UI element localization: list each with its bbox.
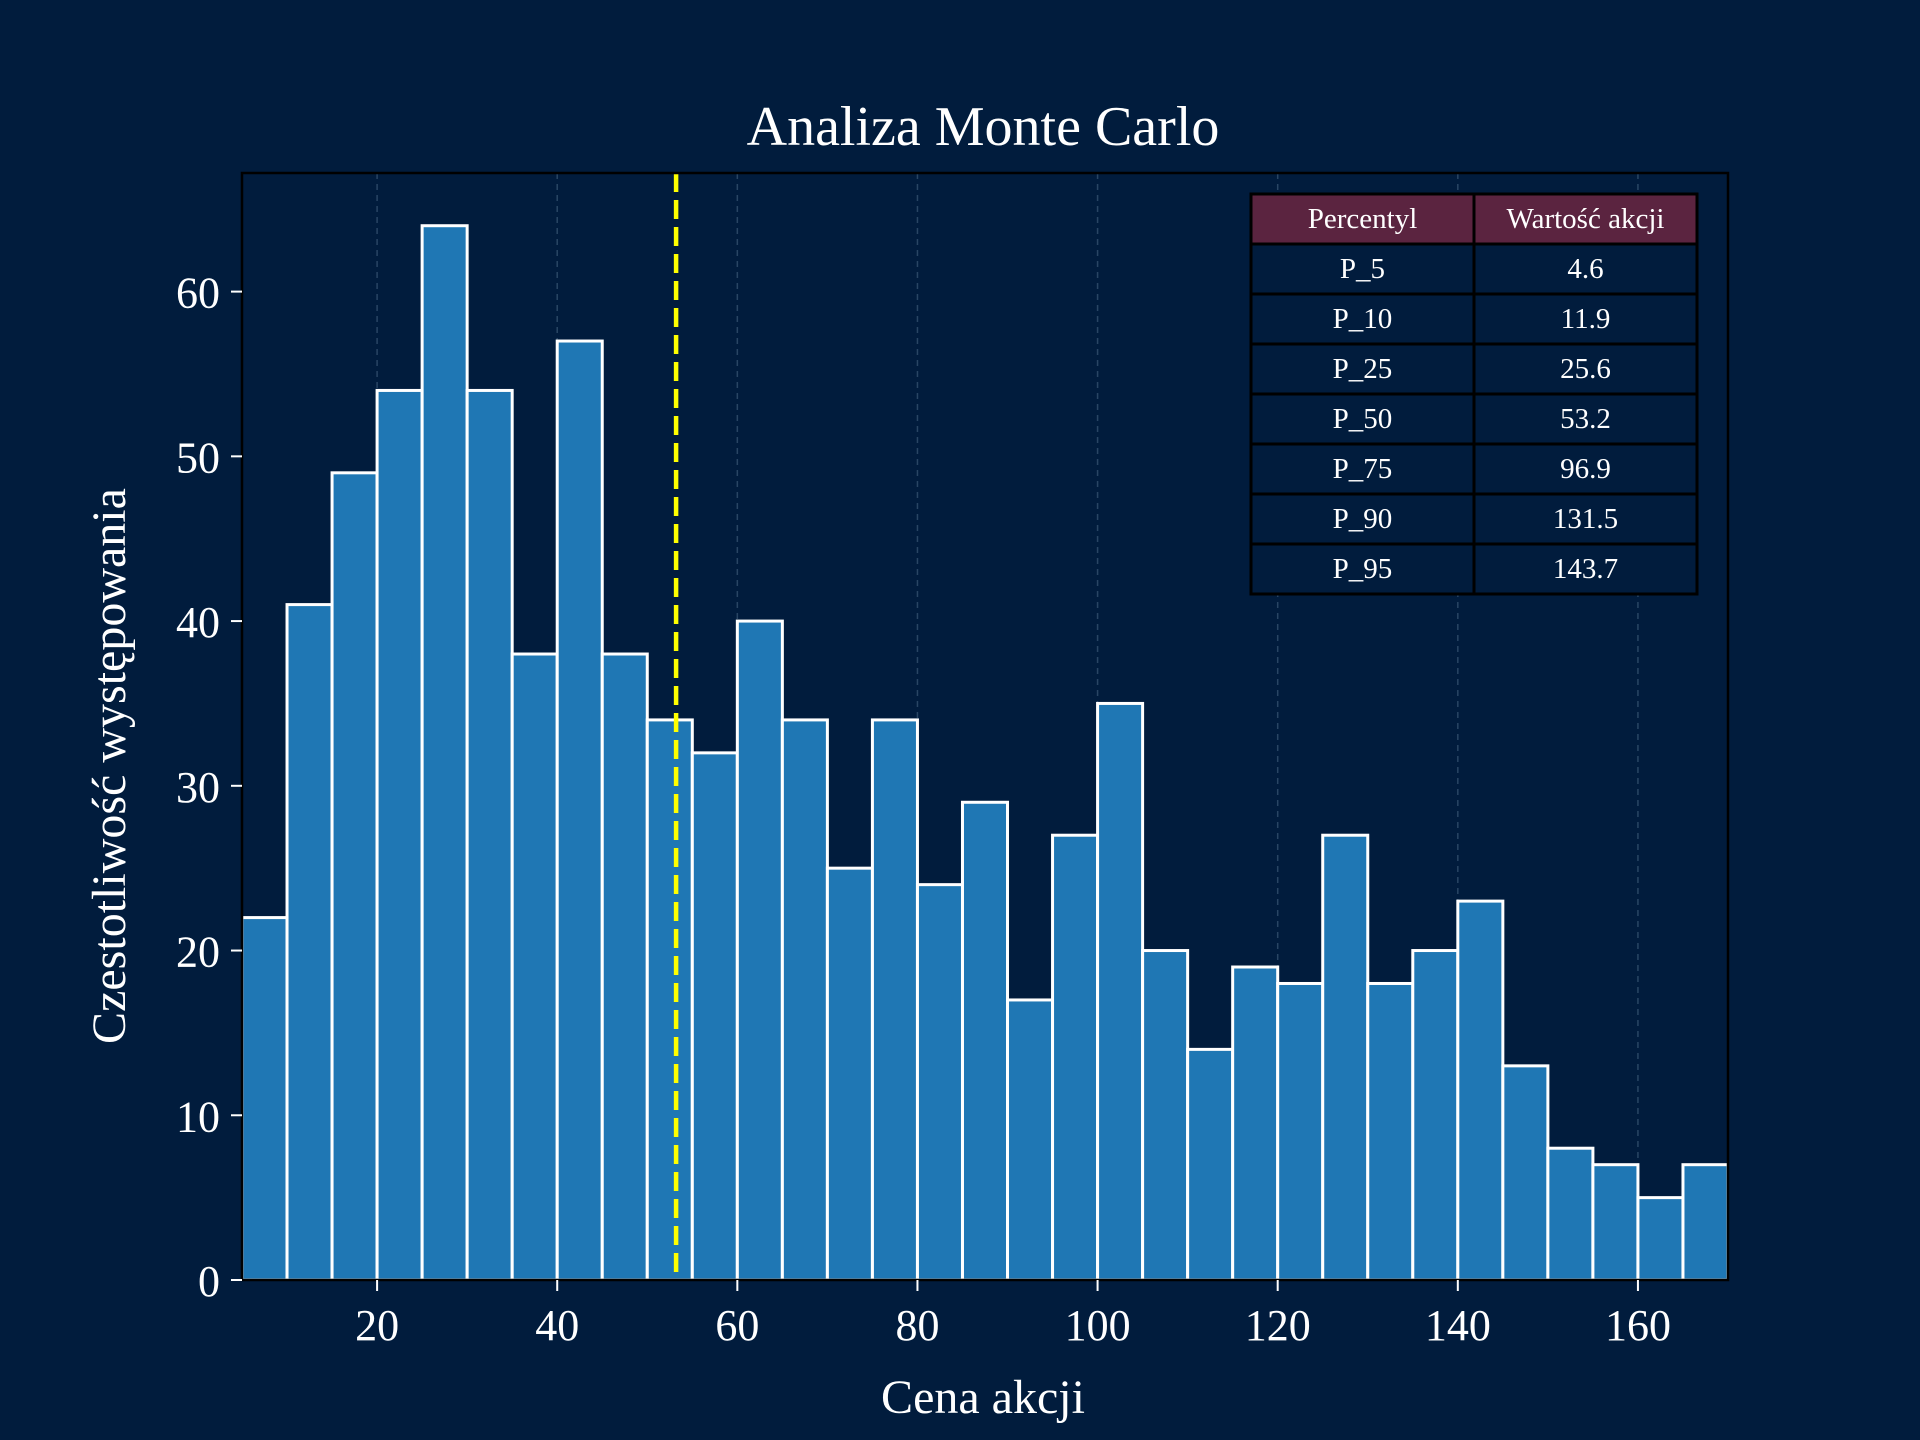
y-tick-label-6: 60: [176, 269, 220, 318]
x-tick-label-7: 160: [1605, 1301, 1671, 1350]
histogram-bar-14: [870, 718, 919, 1280]
x-tick-label-4: 100: [1065, 1301, 1131, 1350]
x-tick-label-5: 120: [1245, 1301, 1311, 1350]
table-cell-text-4-1: 53.2: [1560, 403, 1611, 435]
table-cell-4-0: [1249, 392, 1476, 446]
table-header-text-0: Percentyl: [1308, 203, 1418, 235]
y-tick-label-1: 10: [176, 1092, 220, 1141]
table-cell-text-1-0: P_5: [1340, 253, 1385, 285]
histogram-bar-10: [690, 751, 739, 1280]
histogram-bar-9: [645, 718, 694, 1280]
axes-frame: [240, 171, 1730, 1282]
histogram-bar-24: [1321, 833, 1370, 1280]
histogram-bar-21: [1186, 1047, 1235, 1280]
table-header-cell-1: [1472, 192, 1699, 246]
table-cell-text-3-1: 25.6: [1560, 353, 1611, 385]
histogram-bar-4: [420, 224, 469, 1280]
histogram-bar-0: [242, 916, 289, 1280]
y-tick-label-0: 0: [198, 1257, 220, 1306]
histogram-bar-19: [1096, 701, 1145, 1280]
histogram-bar-28: [1501, 1064, 1550, 1280]
histogram-bar-17: [1006, 998, 1055, 1280]
table-cell-6-1: [1472, 492, 1699, 546]
histogram-bar-16: [960, 800, 1010, 1280]
plot-area: 20 40 60 80 100 120 140 160 0 10 20 30 40 50 60: [176, 171, 1730, 1350]
table-cell-text-2-1: 11.9: [1561, 303, 1611, 335]
histogram-bar-22: [1231, 965, 1280, 1280]
histogram-bar-29: [1546, 1146, 1595, 1280]
histogram-bar-25: [1366, 981, 1415, 1280]
chart-title: Analiza Monte Carlo: [747, 96, 1220, 158]
table-cell-text-2-0: P_10: [1333, 303, 1393, 335]
histogram-bar-31: [1636, 1196, 1685, 1280]
x-tick-label-1: 40: [535, 1301, 579, 1350]
percentile-table: Percentyl Wartość akcji P_5 4.6 P_10 11.9 P_25…: [1249, 192, 1699, 596]
histogram-bar-32: [1681, 1163, 1728, 1280]
x-axis-label: Cena akcji: [881, 1371, 1085, 1424]
y-tick-label-3: 30: [176, 763, 220, 812]
table-header-text-1: Wartość akcji: [1507, 203, 1665, 235]
table-cell-1-0: [1249, 242, 1476, 296]
table-cell-text-7-1: 143.7: [1553, 553, 1618, 585]
histogram-bar-26: [1411, 949, 1460, 1280]
table-cell-7-1: [1472, 542, 1699, 596]
table-cell-text-5-1: 96.9: [1560, 453, 1611, 485]
y-tick-label-4: 40: [176, 598, 220, 647]
histogram-bar-20: [1141, 949, 1190, 1280]
table-cell-text-6-1: 131.5: [1553, 503, 1618, 535]
histogram-bar-11: [735, 619, 784, 1280]
histogram-bar-23: [1276, 981, 1325, 1280]
histogram-bar-30: [1591, 1163, 1640, 1280]
table-cell-7-0: [1249, 542, 1476, 596]
histogram-bar-6: [510, 652, 559, 1280]
histogram-bar-15: [915, 883, 964, 1280]
table-cell-text-4-0: P_50: [1333, 403, 1393, 435]
y-axis-label: Czestotliwość występowania: [83, 488, 136, 1044]
histogram-bar-18: [1051, 833, 1100, 1280]
histogram-bar-1: [285, 603, 334, 1280]
histogram-bar-12: [780, 718, 829, 1280]
table-cell-3-0: [1249, 342, 1476, 396]
histogram-bar-8: [600, 652, 649, 1280]
histogram-bars: [242, 224, 1728, 1280]
x-tick-label-6: 140: [1425, 1301, 1491, 1350]
table-cell-5-0: [1249, 442, 1476, 496]
histogram-bar-5: [465, 388, 514, 1280]
y-tick-label-2: 20: [176, 928, 220, 977]
histogram-bar-27: [1456, 899, 1505, 1280]
x-tick-label-3: 80: [895, 1301, 939, 1350]
histogram-bar-3: [375, 388, 424, 1280]
table-cell-5-1: [1472, 442, 1699, 496]
table-cell-text-1-1: 4.6: [1567, 253, 1603, 285]
histogram-bar-13: [825, 866, 874, 1280]
table-cell-text-7-0: P_95: [1333, 553, 1393, 585]
histogram-bar-7: [555, 339, 604, 1280]
x-tick-label-0: 20: [355, 1301, 399, 1350]
table-cell-text-3-0: P_25: [1333, 353, 1393, 385]
y-tick-label-5: 50: [176, 433, 220, 482]
table-header-cell-0: [1249, 192, 1476, 246]
table-cell-text-5-0: P_75: [1333, 453, 1393, 485]
table-cell-text-6-0: P_90: [1333, 503, 1393, 535]
table-cell-4-1: [1472, 392, 1699, 446]
table-cell-2-1: [1472, 292, 1699, 346]
histogram-bar-2: [330, 471, 379, 1280]
x-tick-label-2: 60: [715, 1301, 759, 1350]
